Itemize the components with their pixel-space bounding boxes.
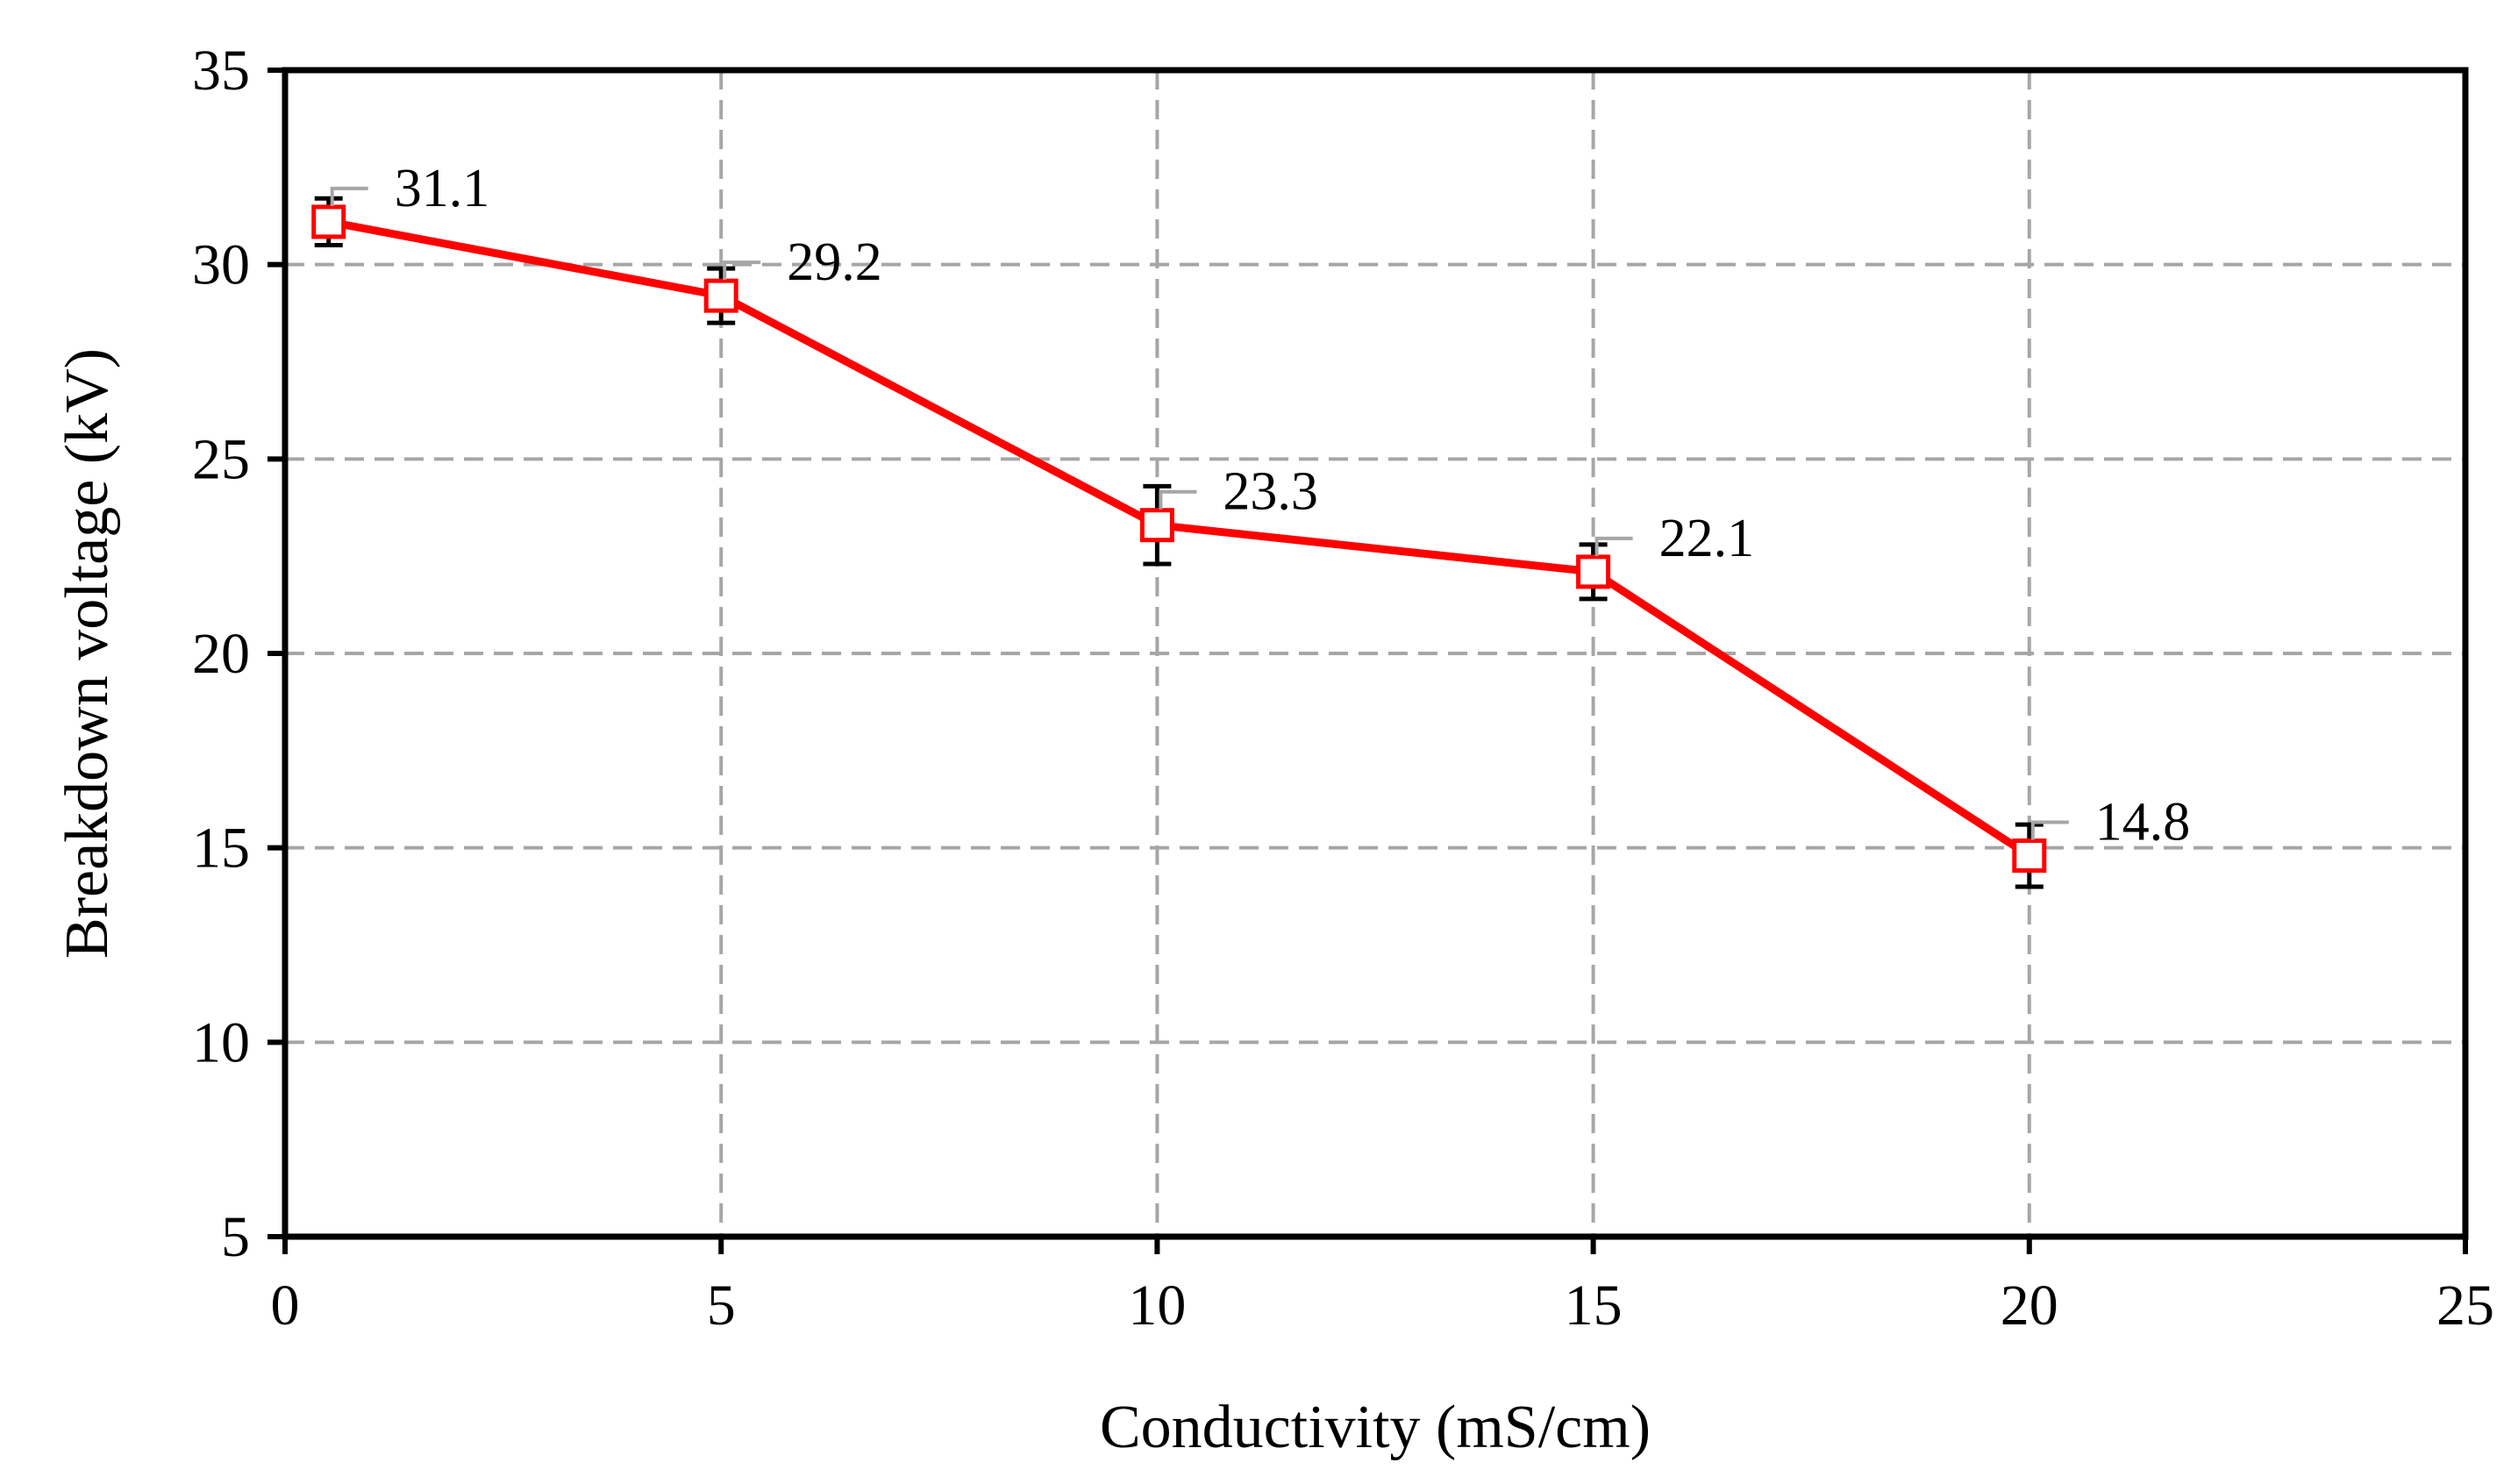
data-label: 22.1	[1659, 509, 1755, 568]
data-point	[311, 204, 346, 239]
data-label: 14.8	[2095, 793, 2191, 853]
series	[311, 196, 2047, 889]
x-axis-title: Conductivity (mS/cm)	[1100, 1394, 1651, 1461]
y-tick-label: 25	[192, 427, 250, 491]
label-leader	[723, 260, 761, 281]
data-label: 23.3	[1223, 462, 1318, 522]
data-label: 29.2	[787, 232, 882, 292]
y-tick-label: 20	[192, 622, 250, 686]
label-leader	[1594, 536, 1633, 556]
series-line	[327, 218, 2032, 860]
y-tick-label: 35	[192, 39, 250, 103]
y-tick-label: 30	[192, 233, 250, 297]
x-tick-label: 20	[2001, 1274, 2058, 1338]
x-tick-label: 25	[2436, 1274, 2494, 1338]
data-point	[2012, 838, 2047, 874]
y-tick-label: 5	[221, 1205, 250, 1269]
data-point	[1139, 508, 1174, 543]
x-tick-label: 0	[271, 1274, 300, 1338]
y-axis-title: Breakdown voltage (kV)	[53, 348, 121, 959]
x-tick-label: 10	[1128, 1274, 1186, 1338]
data-labels: 31.1 29.2 23.3 22.1 14.8	[330, 159, 2191, 853]
label-leader	[2030, 820, 2069, 840]
data-point	[703, 278, 738, 313]
label-leader	[330, 186, 368, 206]
data-point	[1576, 554, 1611, 589]
x-tick-label: 5	[707, 1274, 736, 1338]
data-label: 31.1	[395, 159, 489, 218]
x-tick-label: 15	[1565, 1274, 1623, 1338]
y-tick-label: 10	[192, 1010, 250, 1074]
label-leader	[1159, 489, 1197, 510]
y-tick-label: 15	[192, 817, 250, 881]
grid-lines	[285, 70, 2465, 1237]
